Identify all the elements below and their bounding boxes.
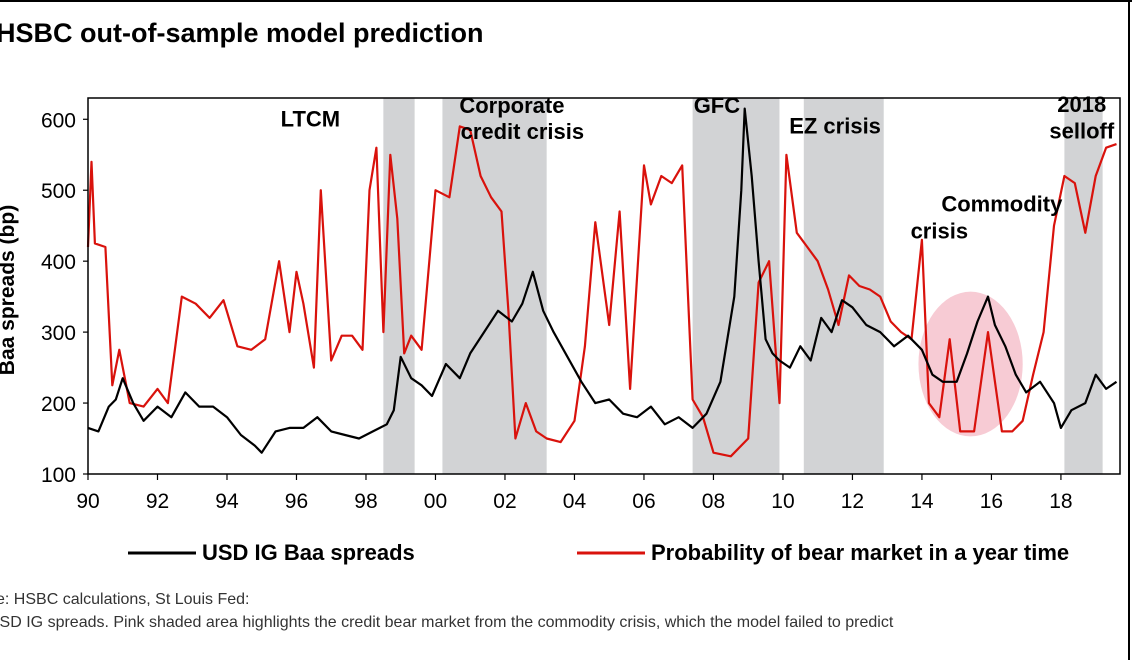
y-tick-label: 400 [41, 251, 76, 274]
x-tick-label: 08 [702, 490, 725, 513]
annotation-label: Corporate [459, 93, 564, 118]
x-tick-label: 18 [1049, 490, 1072, 513]
probability-line [86, 125, 1117, 458]
x-tick-label: 12 [841, 490, 864, 513]
crisis-band-0 [383, 98, 415, 474]
chart-title: HSBC out-of-sample model prediction [0, 18, 484, 48]
crisis-band-4 [1064, 98, 1103, 474]
commodity-crisis-ellipse [918, 291, 1023, 437]
annotation-label: 2018 [1057, 92, 1106, 117]
footnote-source: ce: HSBC calculations, St Louis Fed: [0, 591, 250, 608]
spread-line [87, 107, 1118, 454]
x-tick-label: 96 [285, 490, 308, 513]
y-tick-label: 500 [41, 180, 76, 203]
annotation-label: crisis [911, 218, 969, 243]
x-axis: 90 92 94 96 98 00 02 04 06 08 10 12 14 16 18 [76, 474, 1073, 513]
x-tick-label: 06 [632, 490, 655, 513]
x-tick-label: 00 [424, 490, 447, 513]
right-rule [1128, 0, 1130, 660]
top-rule [0, 0, 1132, 2]
x-tick-label: 02 [493, 490, 516, 513]
annotation-label: LTCM [281, 106, 340, 131]
commodity-highlight [918, 291, 1023, 437]
x-tick-label: 10 [771, 490, 794, 513]
crisis-band-3 [803, 98, 884, 474]
annotation-label: GFC [694, 93, 741, 118]
y-tick-label: 300 [41, 322, 76, 345]
x-tick-label: 90 [76, 490, 99, 513]
legend-label-0: USD IG Baa spreads [202, 540, 415, 565]
x-tick-label: 94 [215, 490, 239, 513]
y-tick-label: 200 [41, 393, 76, 416]
series-lines [86, 107, 1118, 458]
y-axis: 100 200 300 400 500 600 [41, 109, 88, 487]
legend: USD IG Baa spreads Probability of bear ma… [128, 540, 1069, 565]
x-tick-label: 14 [910, 490, 934, 513]
x-tick-label: 04 [563, 490, 587, 513]
y-tick-label: 600 [41, 109, 76, 132]
annotation-label: selloff [1049, 118, 1114, 143]
annotation-label: credit crisis [461, 119, 585, 144]
x-tick-label: 16 [980, 490, 1003, 513]
y-tick-label: 100 [41, 464, 76, 487]
plot-frame [87, 97, 1121, 475]
annotation-label: Commodity [941, 192, 1063, 217]
x-tick-label: 98 [354, 490, 377, 513]
x-tick-label: 92 [146, 490, 169, 513]
legend-label-1: Probability of bear market in a year tim… [651, 540, 1069, 565]
y-axis-label: Baa spreads (bp) [0, 205, 19, 375]
annotation-label: EZ crisis [789, 113, 881, 138]
footnote-note: USD IG spreads. Pink shaded area highlig… [0, 614, 894, 631]
